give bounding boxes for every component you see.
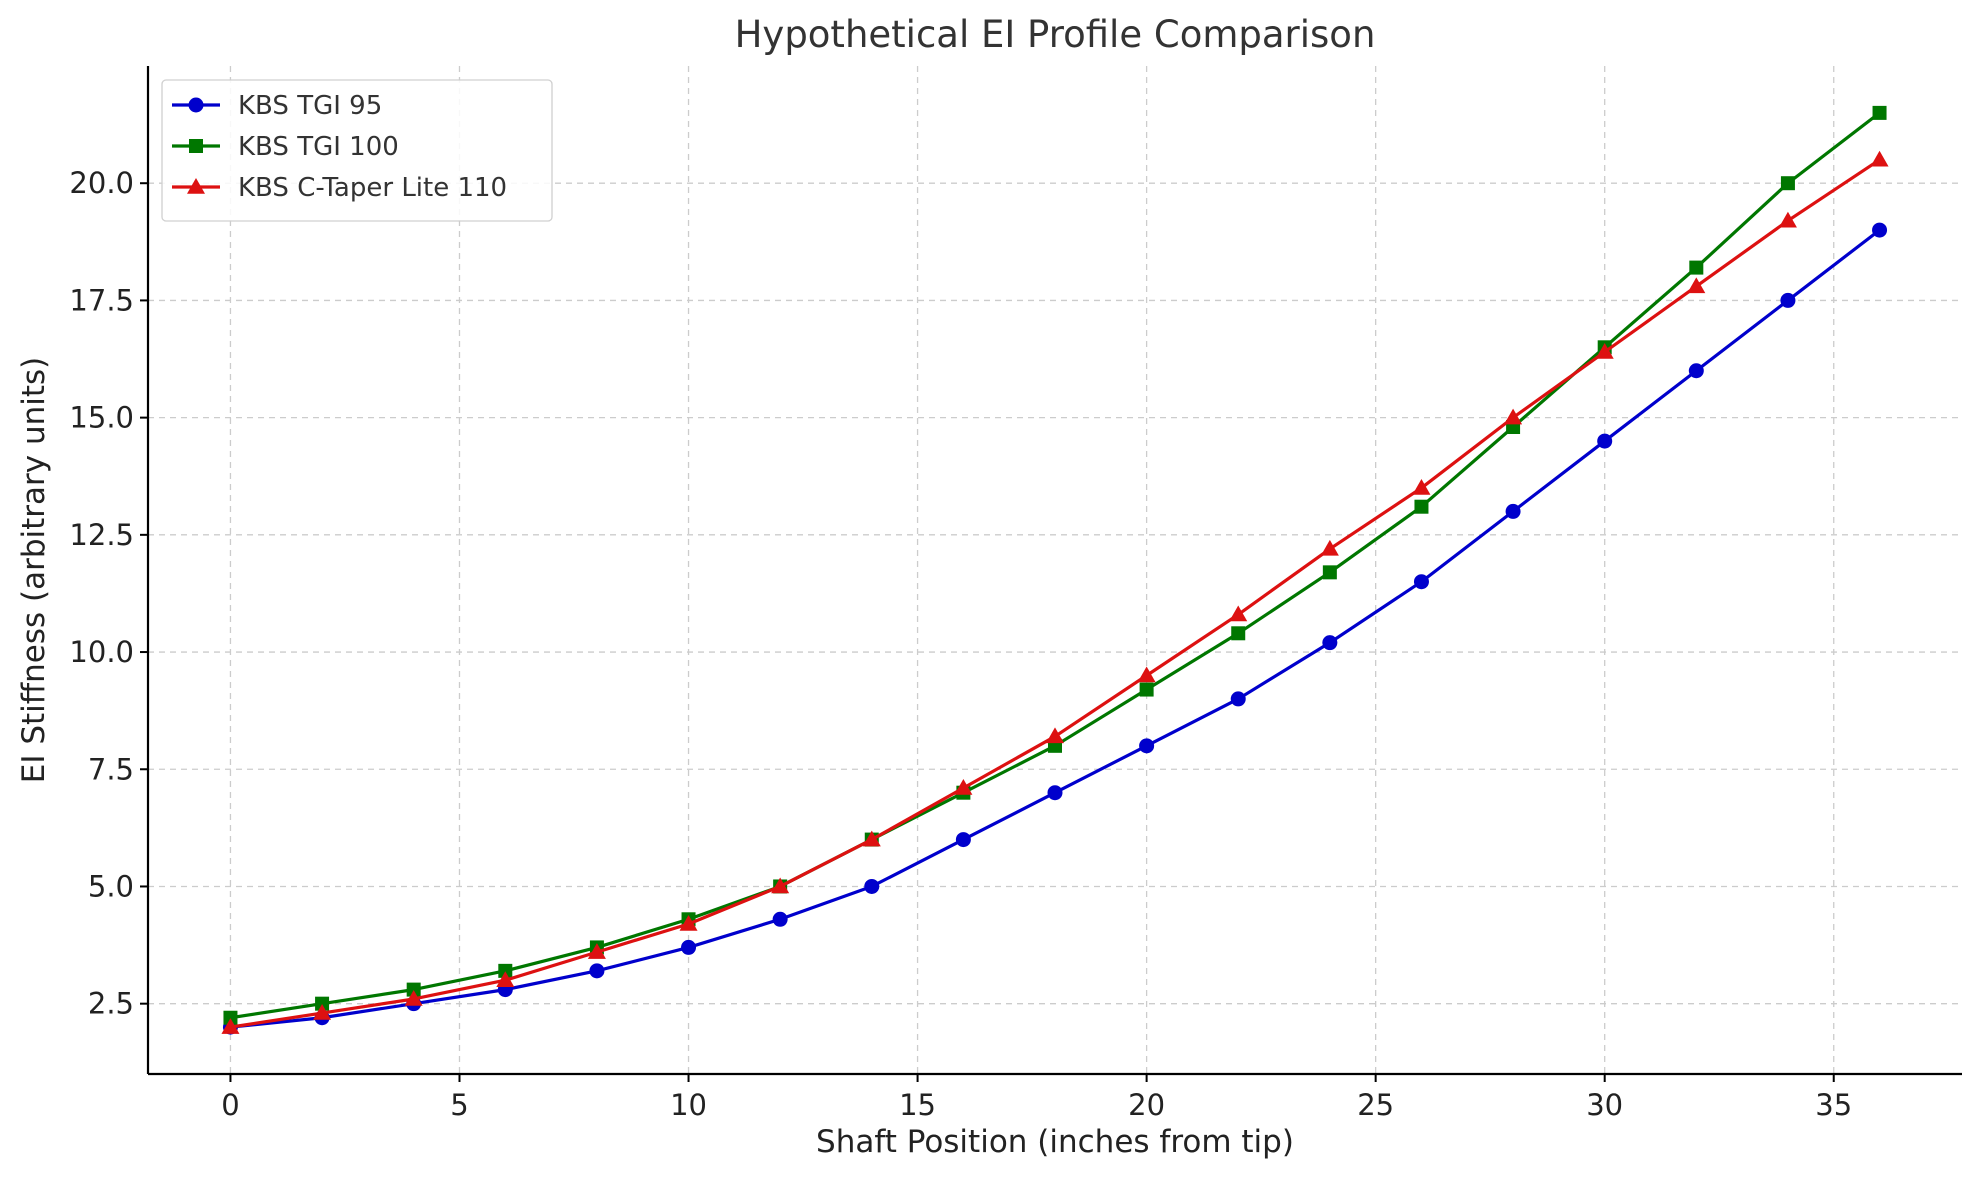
legend: KBS TGI 95 KBS TGI 100 KBS C-Taper Lite 11… xyxy=(161,79,553,222)
data-point xyxy=(1597,433,1613,449)
data-point xyxy=(862,830,881,847)
data-point xyxy=(954,779,973,795)
axes xyxy=(146,66,1962,1076)
legend-marker xyxy=(187,178,205,194)
data-point xyxy=(1505,503,1521,519)
data-point xyxy=(1412,478,1431,495)
data-point xyxy=(1231,626,1246,641)
x-tick-label: 0 xyxy=(221,1088,239,1122)
data-point xyxy=(498,963,513,978)
y-axis-label: EI Stiffness (arbitrary units) xyxy=(16,357,52,784)
legend-item: KBS TGI 100 xyxy=(172,132,399,162)
data-point xyxy=(496,971,515,987)
y-tick-label: 17.5 xyxy=(69,283,134,317)
data-point xyxy=(1322,565,1337,580)
data-point xyxy=(1229,605,1248,622)
y-tick-label: 15.0 xyxy=(69,401,134,435)
series-line xyxy=(230,111,1881,1020)
data-point xyxy=(1320,539,1339,556)
data-point xyxy=(1780,176,1795,191)
y-tick-label: 7.5 xyxy=(88,752,134,786)
legend-marker xyxy=(189,139,203,153)
legend-item: KBS TGI 95 xyxy=(172,91,382,121)
data-point xyxy=(223,1010,238,1025)
data-point xyxy=(589,963,605,979)
x-axis-label: Shaft Position (inches from tip) xyxy=(816,1124,1294,1160)
data-point xyxy=(1137,666,1156,683)
data-point xyxy=(772,911,788,927)
x-tick-label: 35 xyxy=(1815,1088,1852,1122)
data-point xyxy=(404,989,423,1006)
data-point xyxy=(771,877,790,894)
data-point xyxy=(587,943,606,959)
data-point xyxy=(313,1004,332,1020)
data-point xyxy=(681,939,697,955)
data-point xyxy=(315,996,330,1011)
data-point xyxy=(1778,211,1797,228)
data-point xyxy=(1046,727,1064,744)
y-tick-label: 5.0 xyxy=(88,869,134,903)
legend-item: KBS C-Taper Lite 110 xyxy=(172,173,507,203)
legend-label: KBS TGI 95 xyxy=(238,91,382,121)
series-1 xyxy=(222,222,1888,1035)
x-tick-label: 25 xyxy=(1357,1088,1394,1122)
series-line xyxy=(230,228,1881,1029)
y-tick-label: 20.0 xyxy=(69,166,134,200)
y-tick-label: 12.5 xyxy=(69,518,134,552)
data-point xyxy=(1872,222,1888,238)
x-tick-label: 10 xyxy=(670,1088,707,1122)
data-point xyxy=(1139,738,1155,754)
legend-box xyxy=(161,79,553,222)
series-line xyxy=(230,158,1881,1029)
data-point xyxy=(1780,292,1796,308)
data-point xyxy=(955,832,971,848)
data-point xyxy=(1688,363,1704,379)
x-tick-label: 15 xyxy=(899,1088,936,1122)
legend-marker xyxy=(188,97,204,113)
legend-label: KBS TGI 100 xyxy=(238,132,399,162)
data-point xyxy=(406,982,421,997)
chart-title: Hypothetical EI Profile Comparison xyxy=(735,13,1376,56)
data-point xyxy=(1872,105,1887,120)
data-point xyxy=(221,1018,240,1034)
series-3 xyxy=(221,150,1889,1034)
series-layer xyxy=(221,105,1889,1035)
data-point xyxy=(1689,260,1704,275)
y-tick-label: 2.5 xyxy=(88,987,134,1021)
data-point xyxy=(1870,150,1889,167)
data-point xyxy=(1047,785,1063,801)
legend-label: KBS C-Taper Lite 110 xyxy=(238,173,507,203)
data-point xyxy=(864,878,880,894)
data-point xyxy=(1322,635,1338,651)
y-tick-label: 10.0 xyxy=(69,635,134,669)
data-point xyxy=(1139,682,1154,697)
data-point xyxy=(1687,277,1706,294)
x-tick-label: 20 xyxy=(1128,1088,1165,1122)
data-point xyxy=(1414,499,1429,514)
ticks: 0 5 10 15 20 25 30 35 2.5 5.0 7.5 10.0 12.5 15.0 17.5 2… xyxy=(69,166,1852,1122)
data-point xyxy=(1595,342,1614,359)
x-tick-label: 5 xyxy=(450,1088,468,1122)
data-point xyxy=(1230,691,1246,707)
data-point xyxy=(679,914,698,931)
data-point xyxy=(1413,574,1429,590)
data-point xyxy=(1504,408,1523,425)
x-tick-label: 30 xyxy=(1586,1088,1623,1122)
